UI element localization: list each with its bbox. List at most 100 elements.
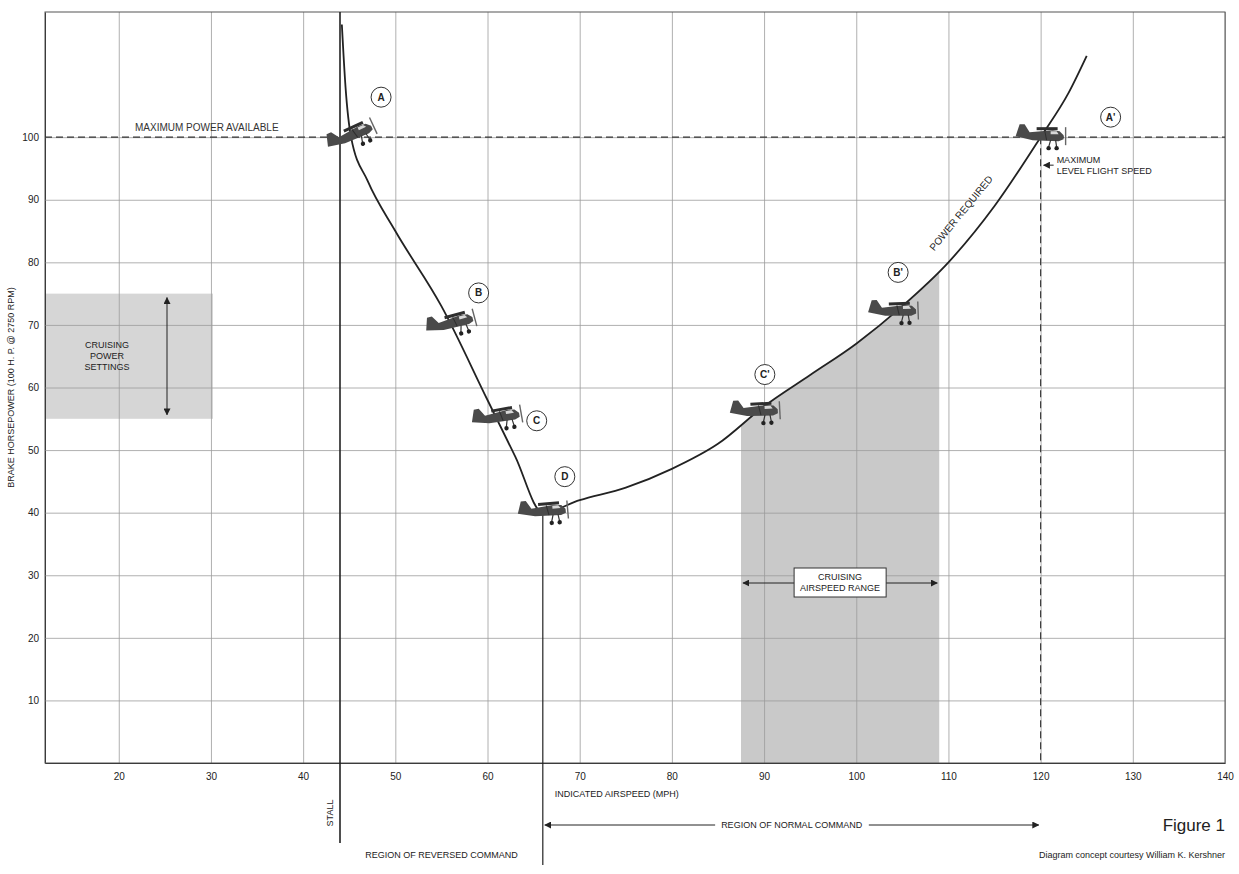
y-tick: 50 xyxy=(28,445,1225,456)
x-tick-label: 120 xyxy=(1033,771,1050,782)
x-tick-label: 70 xyxy=(575,771,587,782)
figure-caption: Figure 1 xyxy=(1163,816,1225,835)
cruising-power-label: CRUISINGPOWERSETTINGS xyxy=(84,340,129,372)
plane-strut xyxy=(352,128,358,138)
point-label: C' xyxy=(760,369,770,380)
plane-propeller xyxy=(520,405,523,423)
x-tick-label: 130 xyxy=(1125,771,1142,782)
plane-window xyxy=(765,406,773,409)
plane-propeller xyxy=(917,302,919,320)
plane-wing xyxy=(444,311,465,319)
plane-strut xyxy=(499,411,503,421)
y-tick: 10 xyxy=(28,695,1225,706)
x-tick: 60 xyxy=(482,12,494,782)
plane-wheel xyxy=(360,141,366,147)
y-tick-label: 30 xyxy=(28,570,40,581)
plane-gear xyxy=(1049,140,1057,147)
cruising-airspeed-area xyxy=(741,25,939,763)
airplane-point xyxy=(868,299,919,327)
x-tick-label: 140 xyxy=(1217,771,1234,782)
y-tick: 90 xyxy=(28,194,1225,205)
x-tick: 70 xyxy=(575,12,587,782)
x-axis: 2030405060708090100110120130140 xyxy=(46,12,1235,782)
plane-wheel xyxy=(367,137,373,143)
plane-wing xyxy=(750,402,771,406)
x-tick: 130 xyxy=(1125,12,1142,782)
x-grid-line xyxy=(580,12,581,763)
plane-propeller xyxy=(472,309,477,326)
plane-wheel xyxy=(1046,146,1050,150)
plane-propeller xyxy=(369,118,377,134)
x-tick: 20 xyxy=(114,12,126,782)
plane-wheel xyxy=(557,520,562,525)
point-label-circle xyxy=(371,87,391,107)
plane-body xyxy=(1016,124,1064,141)
x-grid-line xyxy=(119,12,120,763)
plane-wheel xyxy=(761,421,766,426)
plane-wheel xyxy=(899,321,904,326)
plane-wheel xyxy=(907,321,912,326)
plane-window xyxy=(459,314,468,319)
plane-window xyxy=(903,306,911,309)
annotations: POWER REQUIREDMAXIMUM POWER AVAILABLEMAX… xyxy=(84,122,1225,860)
x-tick-label: 100 xyxy=(848,771,865,782)
y-tick-label: 40 xyxy=(28,507,40,518)
x-grid-line xyxy=(303,12,304,763)
x-tick: 40 xyxy=(298,12,310,782)
x-tick: 50 xyxy=(390,12,402,782)
y-grid-line xyxy=(45,700,1225,701)
plane-body xyxy=(868,299,917,318)
x-grid-line xyxy=(764,12,765,763)
y-grid-line xyxy=(45,200,1225,201)
y-tick-label: 90 xyxy=(28,194,40,205)
x-tick: 100 xyxy=(848,12,865,782)
y-tick-label: 10 xyxy=(28,695,40,706)
plane-wheel xyxy=(1054,146,1058,150)
stall-label: STALL xyxy=(325,800,335,827)
plot-area-fill xyxy=(342,25,1087,763)
x-tick: 110 xyxy=(941,12,957,782)
command-boundary-line xyxy=(542,513,543,865)
normal-command-label-bg xyxy=(715,818,869,832)
normal-command-label: REGION OF NORMAL COMMAND xyxy=(721,820,863,830)
plane-strut xyxy=(453,317,458,327)
y-tick-label: 60 xyxy=(28,382,40,393)
plot-data xyxy=(323,25,1087,528)
max-speed-label: MAXIMUMLEVEL FLIGHT SPEED xyxy=(1057,155,1153,176)
power-required-line xyxy=(342,25,1087,513)
point-label: A' xyxy=(1106,112,1116,123)
plane-strut xyxy=(897,305,899,315)
plane-strut xyxy=(546,505,549,515)
point-label: C xyxy=(533,415,540,426)
point-label-circle xyxy=(555,467,575,487)
plane-wheel xyxy=(466,329,471,334)
point-label: B xyxy=(475,287,482,298)
airplane-point xyxy=(1016,124,1066,150)
y-axis-title: BRAKE HORSEPOWER (100 H. P. @ 2750 RPM) xyxy=(6,287,16,488)
chart-svg: 2030405060708090100110120130140102030405… xyxy=(0,0,1239,874)
x-tick-label: 110 xyxy=(941,771,957,782)
y-grid-line xyxy=(45,638,1225,639)
max-speed-pointer xyxy=(1044,165,1054,166)
y-axis: 102030405060708090100 xyxy=(22,13,1225,764)
plane-wing xyxy=(889,302,910,306)
plane-gear xyxy=(901,315,909,322)
plane-body xyxy=(423,306,474,335)
y-tick: 60 xyxy=(28,382,1225,393)
y-tick: 20 xyxy=(28,633,1225,644)
y-tick: 40 xyxy=(28,507,1225,518)
plane-window xyxy=(552,505,560,509)
cruising-power-band xyxy=(45,294,213,419)
y-tick: 70 xyxy=(28,320,1225,331)
point-label-circle xyxy=(755,365,775,385)
x-grid-line xyxy=(672,12,673,763)
x-tick: 80 xyxy=(667,12,679,782)
x-grid-line xyxy=(1041,12,1042,763)
plane-wheel xyxy=(504,426,509,431)
y-tick-label: 20 xyxy=(28,633,40,644)
y-grid-line xyxy=(45,450,1225,451)
x-tick-label: 90 xyxy=(759,771,771,782)
y-grid-line xyxy=(45,262,1225,263)
background xyxy=(0,0,1239,874)
plane-propeller xyxy=(779,401,781,419)
